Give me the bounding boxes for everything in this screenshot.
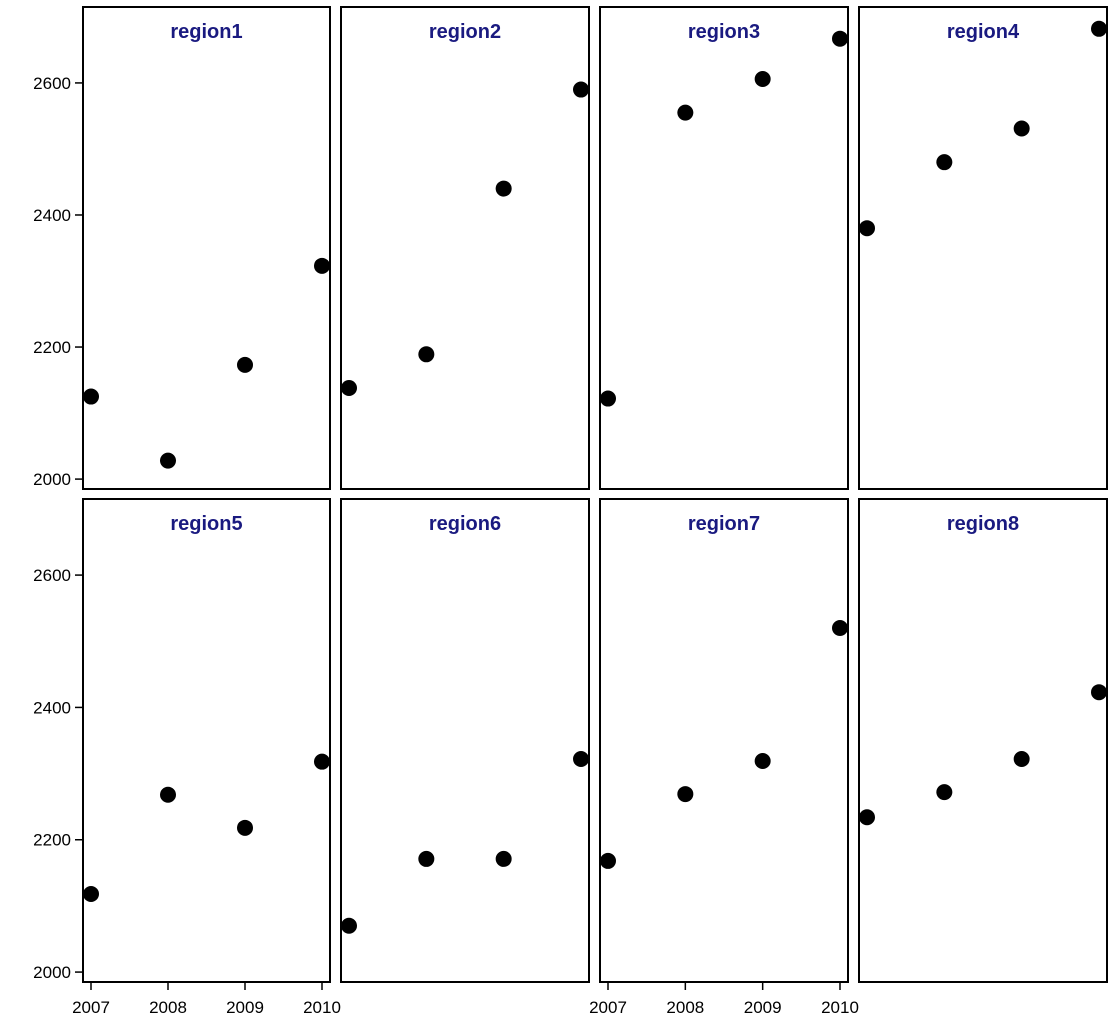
panel-title: region7 <box>688 513 760 535</box>
data-point <box>237 819 253 836</box>
data-point <box>418 346 435 363</box>
data-point <box>341 379 357 396</box>
x-tick-label: 2009 <box>226 998 264 1017</box>
panel-frame <box>599 498 849 983</box>
data-point <box>677 786 694 803</box>
panel-region1: region1 <box>82 6 331 490</box>
panel-title: region3 <box>688 21 760 43</box>
data-point <box>160 452 176 469</box>
data-point <box>573 751 589 768</box>
y-tick-label: 2000 <box>33 470 71 489</box>
panel-frame <box>340 498 590 983</box>
data-point <box>160 786 176 803</box>
data-point <box>314 257 330 274</box>
panel-title: region2 <box>429 21 501 43</box>
panel-region6: region6 <box>340 498 590 983</box>
y-tick-label: 2400 <box>33 698 71 717</box>
panel-title: region8 <box>947 513 1019 535</box>
data-point <box>237 356 253 373</box>
data-point <box>1091 20 1107 37</box>
x-tick-label: 2008 <box>149 998 187 1017</box>
data-point <box>1013 120 1030 137</box>
panel-title: region4 <box>947 21 1020 43</box>
y-tick-label: 2600 <box>33 566 71 585</box>
panel-frame <box>858 6 1108 490</box>
data-point <box>600 390 616 407</box>
data-point <box>936 154 953 171</box>
y-tick-label: 2000 <box>33 963 71 982</box>
data-point <box>832 30 848 47</box>
data-point <box>832 620 848 637</box>
data-point <box>573 81 589 98</box>
panel-region5: region5 <box>82 498 331 983</box>
data-point <box>1013 751 1030 768</box>
data-point <box>936 784 953 801</box>
panel-region2: region2 <box>340 6 590 490</box>
panel-region7: region7 <box>599 498 849 983</box>
data-point <box>1091 684 1107 701</box>
panel-frame <box>599 6 849 490</box>
x-tick-label: 2009 <box>744 998 782 1017</box>
data-point <box>677 104 694 121</box>
x-tick-label: 2007 <box>589 998 627 1017</box>
data-point <box>314 753 330 770</box>
y-tick-label: 2400 <box>33 206 71 225</box>
y-tick-label: 2200 <box>33 338 71 357</box>
panel-frame <box>858 498 1108 983</box>
panel-title: region1 <box>170 21 242 43</box>
panel-frame <box>82 6 331 490</box>
data-point <box>418 850 435 867</box>
data-point <box>341 917 357 934</box>
panel-region3: region3 <box>599 6 849 490</box>
data-point <box>754 753 771 770</box>
data-point <box>495 850 512 867</box>
x-tick-label: 2007 <box>72 998 110 1017</box>
y-tick-label: 2600 <box>33 74 71 93</box>
data-point <box>859 809 875 826</box>
data-point <box>83 388 99 405</box>
x-tick-label: 2010 <box>303 998 341 1017</box>
data-point <box>600 852 616 869</box>
y-tick-label: 2200 <box>33 831 71 850</box>
axes: 2000 2200 2400 2600 2000 2200 2400 2600 2007 2008… <box>33 74 859 1017</box>
panel-title: region6 <box>429 513 501 535</box>
data-point <box>83 886 99 903</box>
panel-title: region5 <box>170 513 242 535</box>
x-tick-label: 2010 <box>821 998 859 1017</box>
panel-frame <box>82 498 331 983</box>
panel-region4: region4 <box>858 6 1108 490</box>
data-point <box>859 220 875 237</box>
panel-grid: region1 region2 region3 region4 region5 regio… <box>82 6 1108 983</box>
x-tick-label: 2008 <box>666 998 704 1017</box>
data-point <box>754 70 771 87</box>
panel-region8: region8 <box>858 498 1108 983</box>
panel-frame <box>340 6 590 490</box>
data-point <box>495 180 512 197</box>
